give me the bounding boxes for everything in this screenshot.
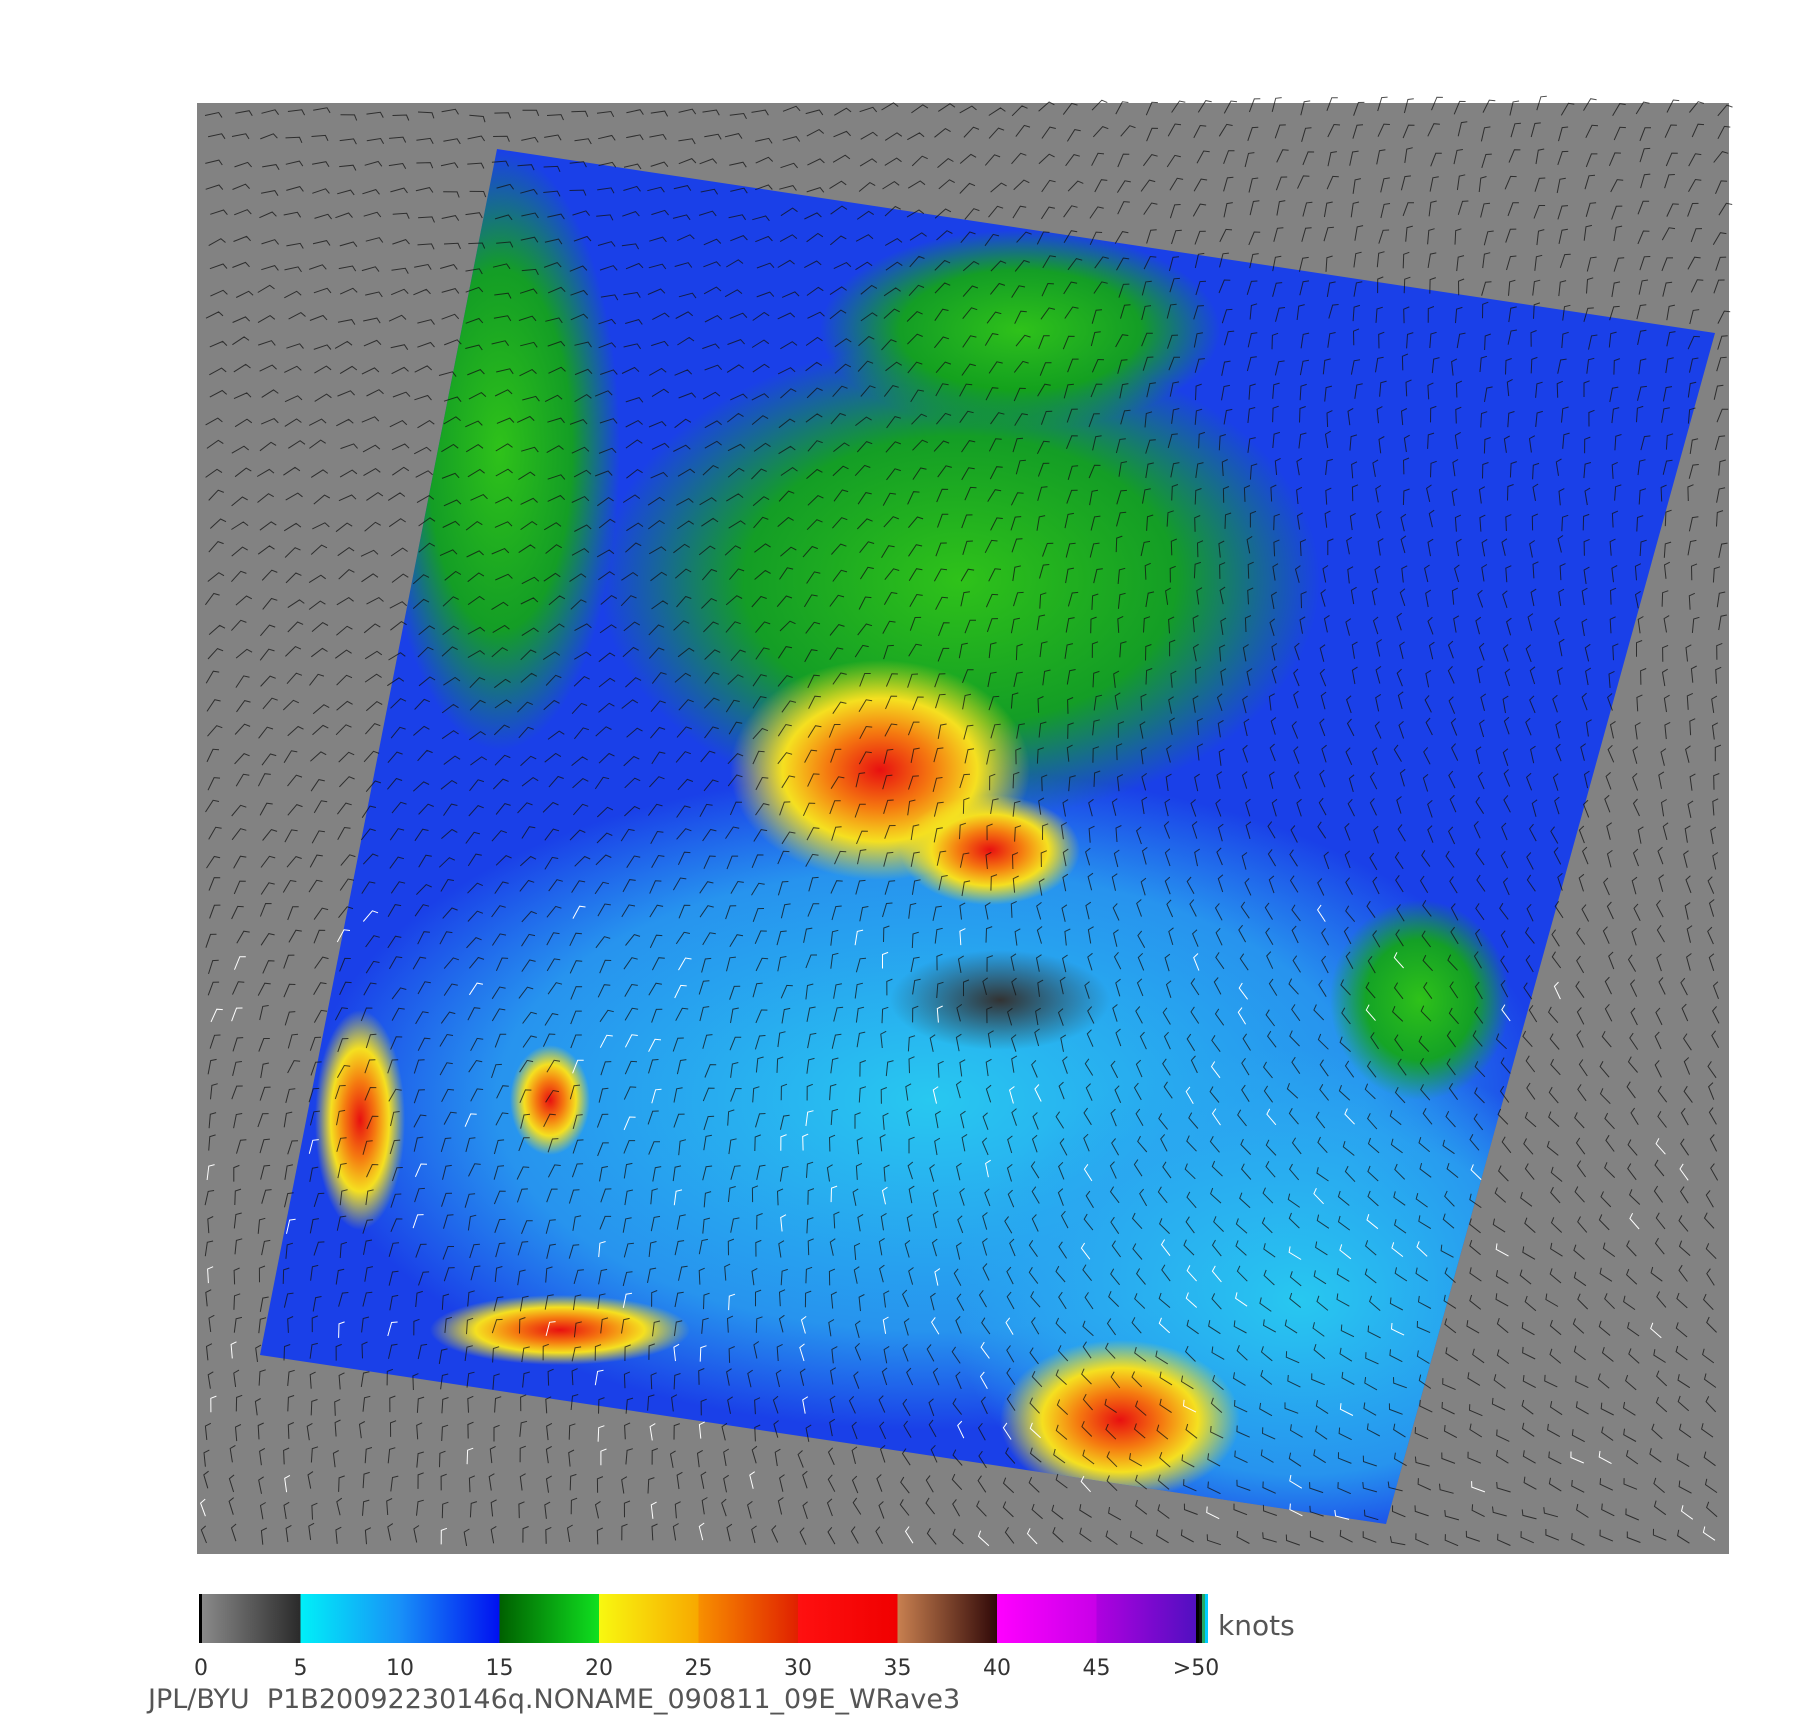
wind-field xyxy=(510,1045,590,1155)
colorbar-segment xyxy=(798,1594,898,1643)
colorbar-overflow xyxy=(1196,1594,1199,1643)
colorbar-tick-label: 15 xyxy=(486,1656,514,1681)
colorbar-tick-label: 5 xyxy=(294,1656,308,1681)
colorbar-tick-label: 10 xyxy=(386,1656,414,1681)
wind-field xyxy=(820,230,1220,430)
colorbar-segment xyxy=(499,1594,600,1643)
colorbar-tick-label: 30 xyxy=(784,1656,812,1681)
colorbar-overflow xyxy=(1199,1594,1202,1643)
colorbar-tick-label: >50 xyxy=(1173,1656,1219,1681)
wind-field xyxy=(900,795,1080,905)
colorbar-tick-label: 20 xyxy=(585,1656,613,1681)
colorbar-tick-label: 35 xyxy=(884,1656,912,1681)
colorbar-segment xyxy=(599,1594,699,1643)
colorbar-segment xyxy=(997,1594,1097,1643)
colorbar-overflow xyxy=(1202,1594,1205,1643)
colorbar-tick-label: 40 xyxy=(983,1656,1011,1681)
footer: JPL/BYU P1B20092230146q.NONAME_090811_09… xyxy=(146,1684,960,1715)
calm-area xyxy=(890,950,1110,1050)
colorbar-segment xyxy=(300,1594,401,1643)
wind-field xyxy=(1330,900,1510,1100)
colorbar: 0 5 10 15 20 25 30 35 40 45 >50 xyxy=(194,1594,1219,1681)
colorbar-segment xyxy=(897,1594,998,1643)
colorbar-segment xyxy=(201,1594,301,1643)
barbs-light xyxy=(200,904,1716,1547)
wind-field xyxy=(1000,1340,1240,1500)
colorbar-tick-label: 25 xyxy=(685,1656,713,1681)
colorbar-tick-label: 0 xyxy=(194,1656,208,1681)
colorbar-edge xyxy=(199,1594,202,1643)
wind-barbs xyxy=(200,95,1733,1547)
unit-label: knots xyxy=(1218,1609,1295,1642)
colorbar-segment xyxy=(698,1594,799,1643)
wind-field xyxy=(430,1295,690,1365)
wind-field xyxy=(315,1010,405,1230)
colorbar-segment xyxy=(1096,1594,1197,1643)
barbs-dark xyxy=(200,95,1733,1547)
colorbar-tick-label: 45 xyxy=(1083,1656,1111,1681)
colorbar-overflow xyxy=(1205,1594,1208,1643)
colorbar-segment xyxy=(400,1594,500,1643)
